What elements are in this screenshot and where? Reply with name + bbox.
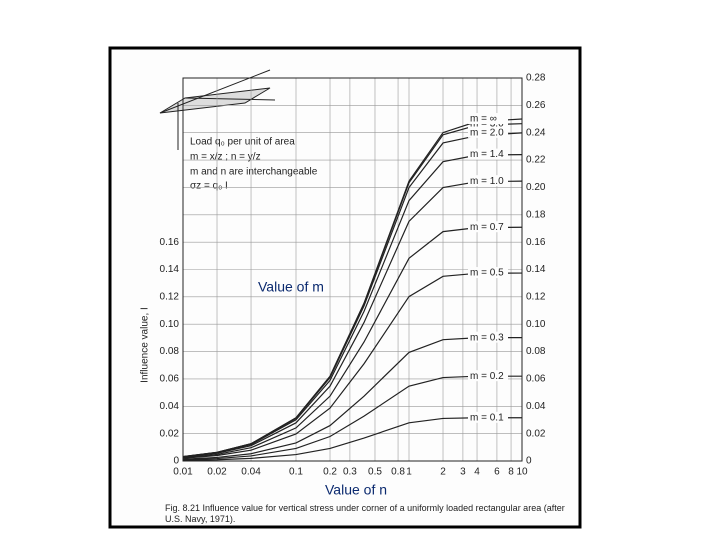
curve (182, 180, 523, 458)
y-axis-title: Influence value, I (140, 307, 151, 383)
caption: Fig. 8.21 Influence value for vertical s… (165, 503, 565, 524)
legend-label: m = 0.7 (470, 222, 504, 233)
legend-label: m = 1.4 (470, 149, 504, 160)
y-tick-label: 0.02 (160, 428, 180, 439)
y-tick-label: 0.08 (526, 346, 546, 357)
legend-bg (468, 126, 508, 138)
y-tick-label: 0.12 (526, 291, 546, 302)
y-tick-label: 0 (173, 456, 179, 467)
legend-label: m = 0.1 (470, 412, 504, 423)
y-tick-label: 0.24 (526, 127, 546, 138)
y-tick-label: 0.22 (526, 155, 546, 166)
x-axis-title: Value of n (325, 482, 387, 498)
y-tick-label: 0.04 (526, 401, 546, 412)
y-tick-label: 0.10 (160, 319, 180, 330)
y-tick-label: 0.14 (526, 264, 546, 275)
y-tick-label: 0.04 (160, 401, 180, 412)
curve (182, 118, 523, 458)
y-tick-label: 0 (526, 456, 532, 467)
legend-label: m = 2.0 (470, 127, 504, 138)
x-tick-label: 0.5 (368, 467, 382, 478)
y-tick-label: 0.16 (160, 237, 180, 248)
legend-bg (468, 148, 508, 160)
y-tick-label: 0.02 (526, 428, 546, 439)
x-tick-label: 4 (474, 467, 480, 478)
legend-bg (468, 175, 508, 187)
legend-label: m = 0.2 (470, 371, 504, 382)
legend-label: m = 0.3 (470, 332, 504, 343)
x-tick-label: 10 (516, 467, 528, 478)
x-tick-label: 3 (460, 467, 466, 478)
x-tick-label: 8 (508, 467, 514, 478)
y-tick-label: 0.20 (526, 182, 546, 193)
y-tick-label: 0.12 (160, 291, 180, 302)
plot-frame (182, 77, 523, 462)
legend-bg (468, 267, 508, 279)
note: m = x/z ; n = y/z (190, 152, 261, 163)
legend-bg (468, 411, 508, 423)
curve (182, 226, 523, 459)
y-tick-label: 0.10 (526, 319, 546, 330)
x-tick-label: 2 (440, 467, 446, 478)
y-tick-label: 0.18 (526, 209, 546, 220)
x-tick-label: 0.1 (289, 467, 303, 478)
legend-bg (468, 221, 508, 233)
curve (182, 375, 522, 461)
legend-bg (468, 113, 508, 125)
legend-bg (468, 370, 508, 382)
x-tick-label: 0.04 (241, 467, 261, 478)
caption-box: Fig. 8.21 Influence value for vertical s… (165, 503, 565, 524)
y-tick-label: 0.14 (160, 264, 180, 275)
y-tick-label: 0.06 (526, 374, 546, 385)
note: Load q₀ per unit of area (190, 137, 295, 148)
x-tick-label: 0.02 (207, 467, 227, 478)
legend-label: m = 0.5 (470, 268, 504, 279)
x-tick-label: 0.8 (391, 467, 405, 478)
note: m and n are interchangeable (190, 167, 318, 178)
legend-label: m = 1.0 (470, 176, 504, 187)
y-tick-label: 0.08 (160, 346, 180, 357)
legend-bg (468, 331, 508, 343)
x-tick-label: 0.3 (343, 467, 357, 478)
y-tick-label: 0.06 (160, 374, 180, 385)
curve-label: Value of m (258, 279, 324, 295)
x-tick-label: 1 (406, 467, 412, 478)
x-tick-label: 0.01 (173, 467, 193, 478)
curve (182, 337, 523, 460)
legend-label: m = ∞ (470, 114, 497, 125)
x-tick-label: 6 (494, 467, 500, 478)
y-tick-label: 0.28 (526, 73, 546, 84)
y-tick-label: 0.26 (526, 100, 546, 111)
curve (182, 272, 523, 459)
note: σz = q₀ I (190, 181, 228, 192)
curve (182, 417, 522, 461)
inset-sketch (159, 69, 276, 150)
y-tick-label: 0.16 (526, 237, 546, 248)
x-tick-label: 0.2 (323, 467, 337, 478)
